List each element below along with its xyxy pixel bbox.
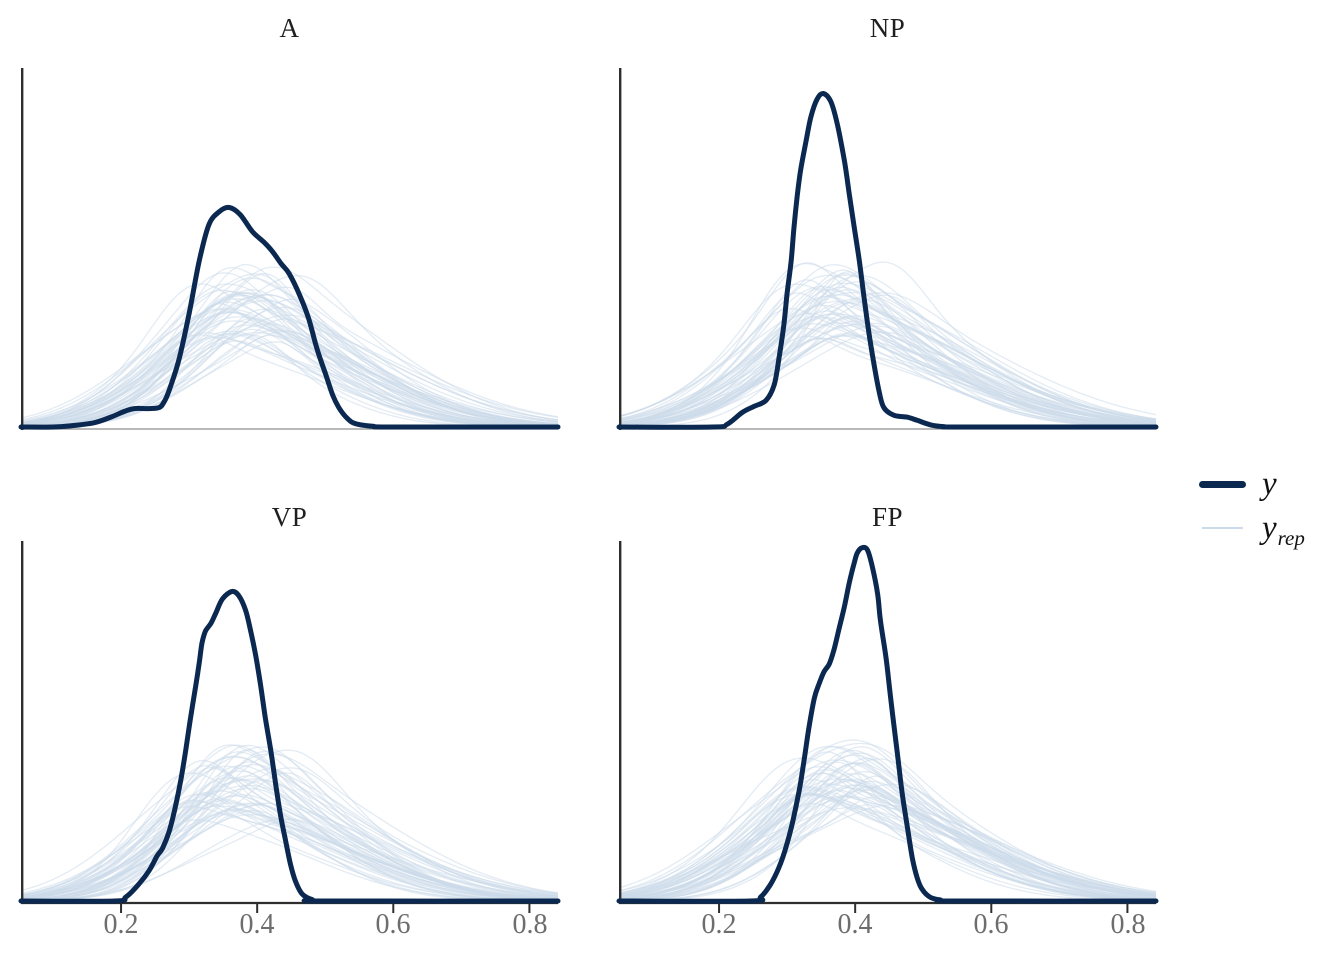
x-tick-label: 0.6	[375, 909, 411, 940]
yrep-density-curve	[20, 311, 559, 428]
yrep-density-curve	[20, 784, 559, 898]
yrep-density-curve	[618, 289, 1157, 427]
yrep-density-curve	[618, 264, 1157, 422]
yrep-density-curve	[20, 814, 559, 901]
yrep-density-curve	[20, 765, 559, 902]
panel-NP	[616, 68, 1159, 430]
y-density-curve	[616, 544, 1159, 904]
yrep-density-curve	[618, 746, 1157, 900]
panel-FP: 0.2 0.4 0.6 0.8	[616, 541, 1159, 940]
yrep-density-curve	[20, 340, 559, 427]
yrep-density-curve	[618, 804, 1157, 899]
panel-VP: 0.2 0.4 0.6 0.8	[18, 541, 561, 940]
panel-title-VP: VP	[271, 502, 308, 532]
yrep-density-curve	[618, 789, 1157, 902]
yrep-density-curve	[618, 282, 1157, 423]
panel-title-FP: FP	[871, 502, 904, 532]
legend-item-y: y	[1199, 462, 1339, 506]
yrep-density-curve	[618, 778, 1157, 900]
panel-A	[18, 68, 561, 430]
yrep-density-curve	[20, 266, 559, 426]
panel-title-NP: NP	[869, 13, 906, 43]
yrep-line-swatch	[1202, 527, 1243, 529]
yrep-density-curve	[618, 283, 1157, 421]
yrep-density-curve	[618, 759, 1157, 898]
x-tick-label: 0.4	[239, 909, 275, 940]
legend: y yrep	[1199, 462, 1339, 550]
x-axis-tick-labels: 0.2 0.4 0.6 0.8	[619, 909, 1156, 943]
y-density-curve	[616, 90, 1159, 430]
yrep-density-curve	[20, 292, 559, 423]
yrep-density-curve	[618, 772, 1157, 900]
yrep-density-curve	[618, 337, 1157, 428]
yrep-density-curve	[20, 803, 559, 900]
yrep-density-curve	[20, 802, 559, 899]
x-tick-label: 0.2	[701, 909, 737, 940]
density-plot-FP	[616, 541, 1159, 913]
yrep-density-curve	[20, 818, 559, 902]
x-tick-label: 0.4	[837, 909, 873, 940]
legend-label-y: y	[1262, 465, 1277, 502]
yrep-density-curve	[618, 291, 1157, 425]
x-tick-label: 0.6	[973, 909, 1009, 940]
yrep-density-curve	[20, 308, 559, 426]
yrep-density-curve	[618, 312, 1157, 424]
yrep-density-curve	[20, 291, 559, 423]
yrep-density-curve	[20, 298, 559, 428]
y-line-swatch	[1199, 480, 1246, 488]
yrep-density-curve	[618, 795, 1157, 901]
x-axis-tick-labels: 0.2 0.4 0.6 0.8	[21, 909, 558, 943]
yrep-density-curve	[618, 773, 1157, 899]
density-plot-NP	[616, 68, 1159, 430]
yrep-density-curve	[618, 783, 1157, 901]
yrep-density-curve	[618, 304, 1157, 427]
yrep-density-curve	[20, 329, 559, 428]
yrep-density-curve	[618, 325, 1157, 426]
yrep-density-curve	[20, 290, 559, 424]
y-density-curve	[18, 204, 561, 430]
yrep-density-curve	[618, 262, 1157, 424]
yrep-density-curve	[618, 779, 1157, 902]
y-density-curve	[18, 588, 561, 904]
yrep-density-curve	[618, 289, 1157, 424]
density-plot-VP	[18, 541, 561, 913]
yrep-density-curve	[20, 289, 559, 427]
x-tick-label: 0.2	[103, 909, 139, 940]
x-tick-label: 0.8	[512, 909, 548, 940]
x-tick-label: 0.8	[1110, 909, 1146, 940]
legend-label-yrep: yrep	[1262, 509, 1305, 550]
yrep-density-curve	[618, 751, 1157, 901]
yrep-density-curve	[20, 749, 559, 902]
yrep-density-curve	[20, 767, 559, 900]
yrep-density-curve	[618, 322, 1157, 427]
yrep-density-curve	[20, 272, 559, 428]
yrep-density-curve	[20, 764, 559, 899]
legend-item-yrep: yrep	[1199, 506, 1339, 550]
panel-title-A: A	[279, 13, 300, 43]
yrep-density-curve	[20, 286, 559, 425]
density-plot-A	[18, 68, 561, 430]
